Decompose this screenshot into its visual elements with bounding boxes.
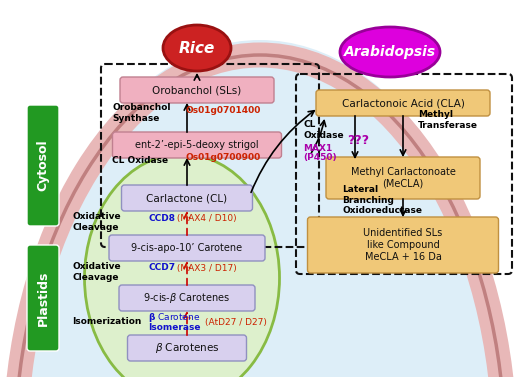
- Text: MAX1: MAX1: [303, 144, 332, 152]
- Text: Os01g0701400: Os01g0701400: [185, 105, 261, 114]
- Text: 9-cis-apo-10’ Carotene: 9-cis-apo-10’ Carotene: [132, 243, 242, 253]
- Ellipse shape: [5, 40, 515, 385]
- Text: Rice: Rice: [179, 40, 215, 55]
- FancyBboxPatch shape: [316, 90, 490, 116]
- FancyBboxPatch shape: [109, 235, 265, 261]
- Text: Orobanchol (SLs): Orobanchol (SLs): [152, 85, 242, 95]
- Text: Unidentified SLs
like Compound
MeCLA + 16 Da: Unidentified SLs like Compound MeCLA + 1…: [363, 228, 443, 261]
- Text: ???: ???: [347, 134, 369, 147]
- Text: Oxidative
Cleavage: Oxidative Cleavage: [72, 262, 121, 282]
- Text: CCD8: CCD8: [148, 214, 175, 223]
- Text: Carlactonoic Acid (CLA): Carlactonoic Acid (CLA): [342, 98, 464, 108]
- Text: Orobanchol
Synthase: Orobanchol Synthase: [112, 103, 171, 123]
- Text: $\bf{\beta}$ Carotene: $\bf{\beta}$ Carotene: [148, 311, 200, 325]
- FancyBboxPatch shape: [307, 217, 499, 273]
- Text: (AtD27 / D27): (AtD27 / D27): [205, 318, 267, 328]
- Text: CCD7: CCD7: [148, 263, 175, 273]
- Text: Isomerization: Isomerization: [72, 318, 141, 326]
- FancyBboxPatch shape: [127, 335, 246, 361]
- FancyBboxPatch shape: [326, 157, 480, 199]
- Text: Arabidopsis: Arabidopsis: [344, 45, 436, 59]
- FancyBboxPatch shape: [122, 185, 253, 211]
- FancyBboxPatch shape: [27, 105, 59, 226]
- Ellipse shape: [163, 25, 231, 71]
- Text: Plastids: Plastids: [36, 270, 49, 326]
- Ellipse shape: [340, 27, 440, 77]
- FancyBboxPatch shape: [112, 132, 281, 158]
- Bar: [0, 377, 520, 385]
- Text: Carlactone (CL): Carlactone (CL): [147, 193, 228, 203]
- Text: Methyl Carlactonoate
(MeCLA): Methyl Carlactonoate (MeCLA): [350, 167, 456, 189]
- FancyBboxPatch shape: [119, 285, 255, 311]
- Text: (P450): (P450): [303, 152, 336, 161]
- Text: (MAX3 / D17): (MAX3 / D17): [174, 263, 237, 273]
- Text: Os01g0700900: Os01g0700900: [185, 152, 260, 161]
- Text: Isomerase: Isomerase: [148, 323, 201, 333]
- Ellipse shape: [85, 154, 280, 385]
- Text: CL
Oxidase: CL Oxidase: [303, 120, 344, 140]
- Text: $\beta$ Carotenes: $\beta$ Carotenes: [155, 341, 219, 355]
- Text: Methyl
Transferase: Methyl Transferase: [418, 110, 478, 130]
- Text: (MAX4 / D10): (MAX4 / D10): [174, 214, 237, 223]
- FancyBboxPatch shape: [120, 77, 274, 103]
- Text: Cytosol: Cytosol: [36, 139, 49, 191]
- Text: Lateral
Branching
Oxidoreductase: Lateral Branching Oxidoreductase: [342, 185, 422, 215]
- Text: 9-cis-$\beta$ Carotenes: 9-cis-$\beta$ Carotenes: [144, 291, 230, 305]
- Text: ent-2’-epi-5-deoxy strigol: ent-2’-epi-5-deoxy strigol: [135, 140, 259, 150]
- FancyBboxPatch shape: [27, 245, 59, 351]
- Text: CL Oxidase: CL Oxidase: [112, 156, 168, 164]
- Text: Oxidative
Cleavage: Oxidative Cleavage: [72, 212, 121, 232]
